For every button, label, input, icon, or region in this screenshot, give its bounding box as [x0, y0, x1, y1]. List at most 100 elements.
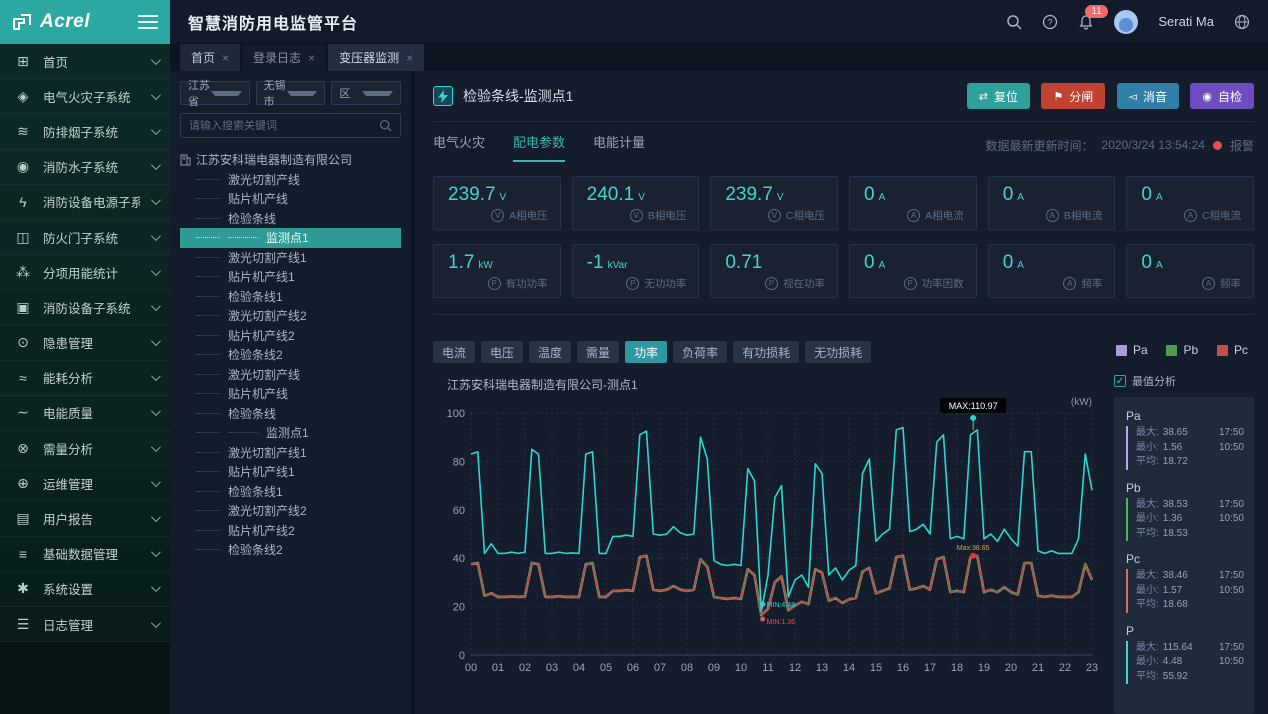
chart-metric-tab[interactable]: 电压	[481, 341, 524, 363]
legend-item[interactable]: Pc	[1216, 343, 1248, 357]
tree-node[interactable]: 贴片机产线2	[180, 521, 401, 541]
notifications-bell-icon[interactable]: 11	[1078, 4, 1108, 30]
page-tab-label: 首页	[191, 51, 216, 65]
chart-metric-tab[interactable]: 电流	[433, 341, 476, 363]
tree-node[interactable]: 贴片机产线	[180, 384, 401, 404]
close-icon[interactable]: ×	[308, 50, 316, 65]
province-select[interactable]: 江苏省	[180, 80, 250, 108]
sidebar-item[interactable]: ⊗ 需量分析	[0, 431, 170, 467]
sidebar-item[interactable]: ⊕ 运维管理	[0, 466, 170, 502]
tree-node[interactable]: 激光切割产线	[180, 365, 401, 385]
close-icon[interactable]: ×	[222, 50, 230, 65]
metric-unit: kVar	[607, 260, 628, 271]
sidebar-item-icon: ◫	[16, 228, 30, 245]
tree-node[interactable]: 贴片机产线	[180, 189, 401, 209]
sidebar-item[interactable]: ≈ 能耗分析	[0, 361, 170, 396]
tree-node[interactable]: 监测点1	[180, 228, 401, 248]
chart-metric-tab[interactable]: 负荷率	[673, 341, 728, 363]
legend-item[interactable]: Pb	[1166, 343, 1198, 357]
tree-node[interactable]: 激光切割产线2	[180, 501, 401, 521]
divider	[433, 121, 1254, 122]
tree-node[interactable]: 贴片机产线1	[180, 462, 401, 482]
avatar[interactable]	[1114, 9, 1139, 34]
svg-text:18: 18	[951, 662, 963, 674]
district-select[interactable]: 区	[331, 81, 402, 105]
metric-value: -1	[586, 252, 604, 273]
language-globe-icon[interactable]	[1234, 14, 1250, 30]
tree-connector	[196, 373, 220, 375]
sidebar-item[interactable]: ∼ 电能质量	[0, 396, 170, 432]
sidebar-item-label: 消防水子系统	[43, 161, 119, 176]
checkbox-checked-icon[interactable]: ✓	[1114, 375, 1126, 387]
search-icon[interactable]	[379, 119, 392, 132]
sidebar-item[interactable]: ✱ 系统设置	[0, 572, 170, 607]
chevron-down-icon	[150, 336, 161, 347]
chart-metric-tab[interactable]: 需量	[577, 341, 620, 363]
tree-node[interactable]: 检验条线	[180, 209, 401, 229]
device-action-button[interactable]: ⇄ 复位	[966, 83, 1030, 109]
tree-node[interactable]: 激光切割产线2	[180, 306, 401, 326]
metric-unit: V	[638, 192, 645, 203]
stat-max-value: 38.65	[1162, 427, 1188, 438]
tree-node[interactable]: 江苏安科瑞电器制造有限公司	[180, 150, 401, 170]
sidebar-item[interactable]: ▤ 用户报告	[0, 501, 170, 537]
sidebar-item[interactable]: ◫ 防火门子系统	[0, 220, 170, 256]
detail-tab[interactable]: 电气火灾	[433, 122, 485, 162]
sidebar-item[interactable]: ≡ 基础数据管理	[0, 537, 170, 572]
tree-node[interactable]: 检验条线2	[180, 345, 401, 365]
menu-toggle-icon[interactable]	[138, 15, 158, 29]
chart-metric-tab-label: 负荷率	[682, 345, 719, 360]
legend-item[interactable]: Pa	[1116, 343, 1148, 357]
tree-node[interactable]: 贴片机产线1	[180, 267, 401, 287]
sidebar-item[interactable]: ▣ 消防设备子系统	[0, 290, 170, 326]
power-line-chart[interactable]: 00 01 02 03 04 05 06 07 08 09 10 11 12 13 14 15 16 17 18 19…	[433, 393, 1106, 693]
tree-node[interactable]: 激光切割产线1	[180, 248, 401, 268]
sidebar-item[interactable]: ◉ 消防水子系统	[0, 150, 170, 185]
page-tab[interactable]: 首页 ×	[180, 44, 241, 71]
tree-node[interactable]: 检验条线	[180, 404, 401, 424]
page-tab[interactable]: 登录日志 ×	[242, 44, 327, 71]
tree-node[interactable]: 检验条线2	[180, 540, 401, 560]
chart-metric-tab[interactable]: 温度	[529, 341, 572, 363]
sidebar-item-label: 运维管理	[43, 477, 94, 492]
sidebar-item[interactable]: ⊞ 首页	[0, 44, 170, 80]
detail-tab[interactable]: 电能计量	[593, 122, 645, 162]
device-action-button[interactable]: ◉ 自检	[1190, 83, 1254, 109]
city-select[interactable]: 无锡市	[255, 80, 326, 108]
page-tab[interactable]: 变压器监测 ×	[328, 44, 425, 71]
detail-tab[interactable]: 配电参数	[513, 122, 566, 162]
chart-metric-tab[interactable]: 功率	[625, 341, 668, 363]
tree-node[interactable]: 检验条线1	[180, 482, 401, 502]
chart-metric-tab[interactable]: 有功损耗	[733, 341, 800, 363]
tree-node[interactable]: 监测点1	[180, 423, 401, 443]
sidebar-item-label: 消防设备电源子系统	[43, 196, 140, 211]
tree-connector	[196, 295, 220, 297]
search-icon[interactable]	[1006, 14, 1022, 30]
sidebar-item[interactable]: ⁂ 分项用能统计	[0, 255, 170, 291]
sidebar-item[interactable]: ◈ 电气火灾子系统	[0, 79, 170, 115]
minmax-analysis-toggle[interactable]: ✓ 最值分析	[1114, 373, 1254, 389]
tree-connector	[196, 549, 220, 551]
page-tab-label: 变压器监测	[339, 51, 400, 65]
help-icon[interactable]: ?	[1042, 14, 1058, 30]
sidebar-item[interactable]: ⊙ 隐患管理	[0, 326, 170, 361]
sidebar-item[interactable]: ϟ 消防设备电源子系统	[0, 185, 170, 220]
svg-text:07: 07	[654, 662, 666, 674]
sidebar-item[interactable]: ≋ 防排烟子系统	[0, 114, 170, 150]
close-icon[interactable]: ×	[406, 50, 414, 65]
tree-node[interactable]: 贴片机产线2	[180, 326, 401, 346]
tree-node-label: 检验条线2	[228, 543, 283, 558]
tree-search-input[interactable]	[189, 119, 373, 132]
device-actions: ⇄ 复位 ⚑ 分闸 ◅ 消音	[959, 83, 1254, 109]
tree-connector	[196, 490, 220, 492]
tree-node[interactable]: 激光切割产线	[180, 170, 401, 190]
device-action-button[interactable]: ◅ 消音	[1116, 83, 1180, 109]
chart-metric-tab[interactable]: 无功损耗	[805, 341, 872, 363]
tree-node-label: 贴片机产线1	[228, 465, 295, 480]
device-action-button[interactable]: ⚑ 分闸	[1041, 83, 1106, 109]
sidebar-item[interactable]: ☰ 日志管理	[0, 607, 170, 643]
tree-node[interactable]: 检验条线1	[180, 287, 401, 307]
tree-node[interactable]: 激光切割产线1	[180, 443, 401, 463]
sidebar-item-label: 日志管理	[43, 618, 94, 633]
metric-label: 功率因数	[921, 278, 964, 290]
